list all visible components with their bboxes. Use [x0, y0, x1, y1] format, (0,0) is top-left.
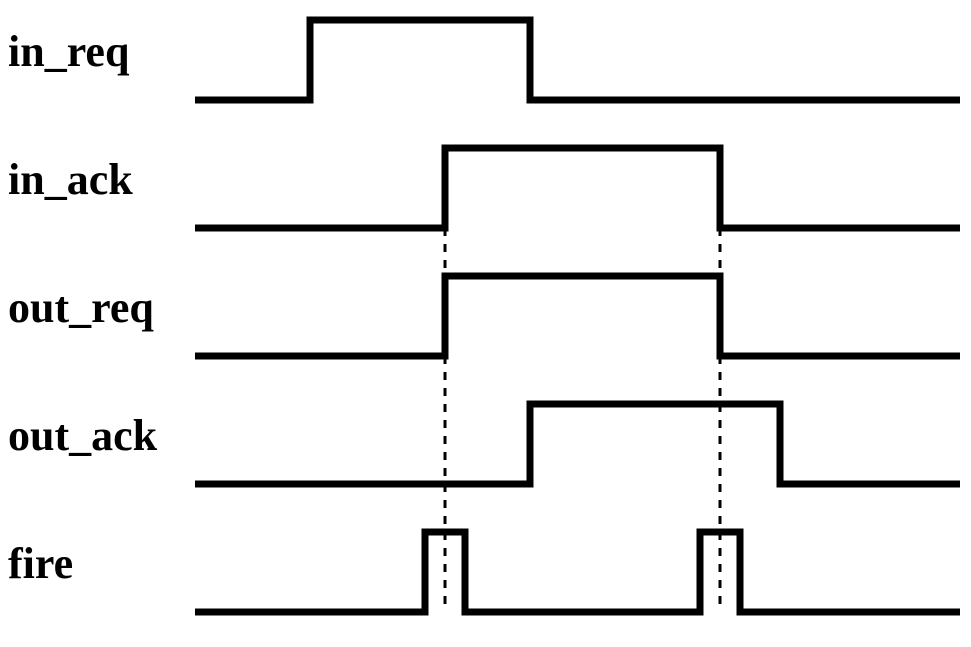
timing-diagram: in_req in_ack out_req out_ackfire: [0, 0, 971, 647]
signal-label-in_ack: in_ack: [8, 154, 133, 205]
waveform-in_ack: [195, 148, 960, 228]
waveform-fire: [195, 532, 960, 612]
waveform-in_req: [195, 20, 960, 100]
signal-label-out_ack: out_ack: [8, 410, 157, 461]
signal-label-in_req: in_req: [8, 26, 129, 77]
signal-label-out_req: out_req: [8, 282, 154, 333]
signal-label-fire: fire: [8, 538, 73, 589]
waveform-out_req: [195, 276, 960, 356]
waveform-out_ack: [195, 404, 960, 484]
